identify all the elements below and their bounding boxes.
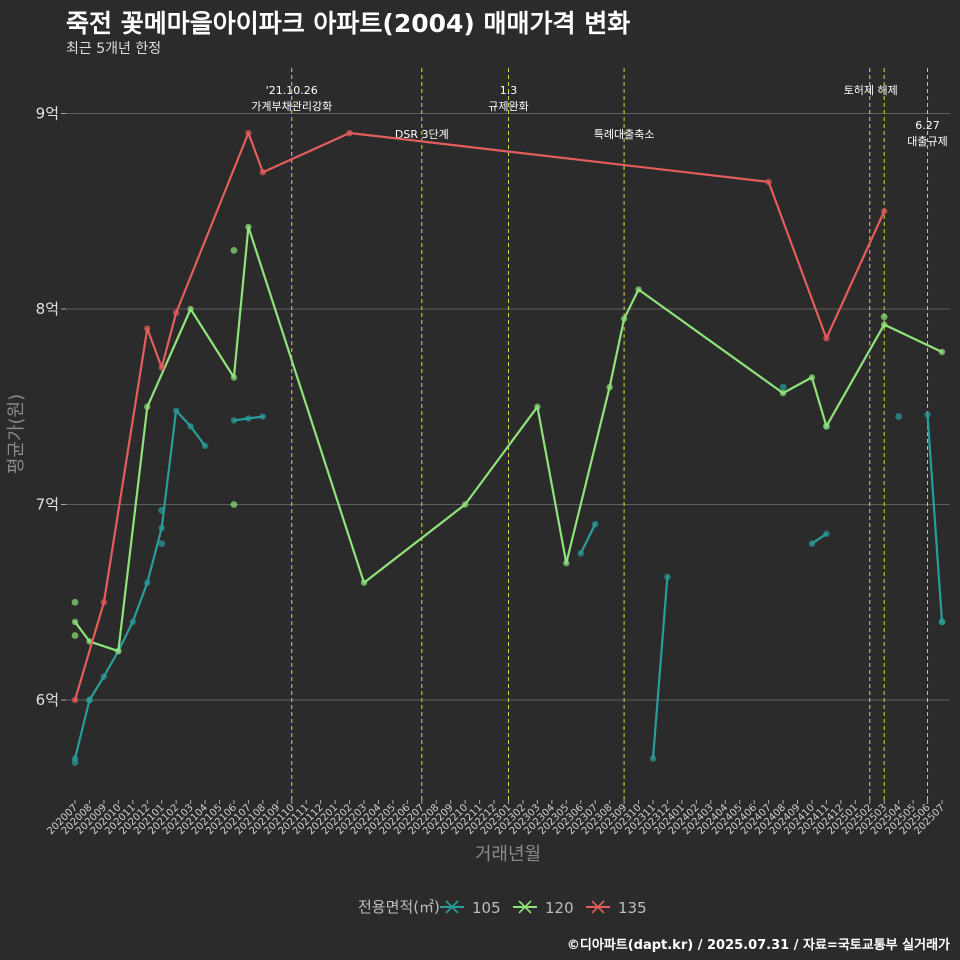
series-line bbox=[926, 413, 944, 623]
legend-label: 135 bbox=[618, 899, 647, 917]
data-point bbox=[245, 223, 252, 231]
event-label: 가계부채관리강화 bbox=[251, 100, 332, 113]
data-point bbox=[664, 573, 671, 581]
data-point bbox=[765, 178, 772, 186]
data-point bbox=[158, 364, 165, 371]
data-point bbox=[172, 407, 180, 414]
data-point bbox=[158, 506, 166, 514]
data-point bbox=[187, 423, 194, 430]
data-point bbox=[230, 417, 238, 424]
chart-caption: ©디아파트(dapt.kr) / 2025.07.31 / 자료=국토교통부 실… bbox=[566, 938, 950, 953]
data-point bbox=[144, 403, 151, 410]
legend-title: 전용면적(㎡) bbox=[358, 898, 440, 916]
data-point bbox=[100, 599, 108, 606]
data-point bbox=[461, 501, 469, 508]
data-point bbox=[577, 550, 584, 557]
series-120 bbox=[71, 223, 946, 655]
data-point bbox=[779, 389, 787, 397]
data-point bbox=[649, 755, 657, 762]
data-point bbox=[938, 348, 946, 356]
chart-subtitle: 최근 5개년 한정 bbox=[66, 41, 162, 57]
data-point bbox=[534, 403, 541, 410]
data-point bbox=[230, 374, 238, 381]
legend-item-105: 105 bbox=[440, 899, 501, 917]
event-label: 특례대출축소 bbox=[594, 128, 655, 141]
data-point bbox=[592, 520, 599, 528]
data-point bbox=[230, 246, 238, 254]
event-label: '21.10.26 bbox=[266, 84, 318, 97]
data-point bbox=[635, 286, 642, 293]
data-point bbox=[881, 321, 888, 328]
data-point bbox=[86, 696, 93, 704]
x-axis-title: 거래년월 bbox=[475, 844, 541, 865]
data-point bbox=[259, 413, 267, 420]
data-point bbox=[606, 384, 613, 391]
data-point bbox=[823, 530, 830, 538]
data-point bbox=[71, 632, 79, 639]
data-point bbox=[563, 559, 570, 567]
data-point bbox=[880, 313, 888, 321]
data-point bbox=[71, 598, 79, 606]
data-point bbox=[71, 696, 79, 704]
event-label: 토허제 해제 bbox=[844, 83, 898, 97]
data-point bbox=[808, 374, 816, 381]
legend-key-cross bbox=[518, 900, 532, 914]
series-line bbox=[73, 409, 207, 760]
legend-label: 120 bbox=[545, 899, 574, 917]
data-point bbox=[881, 208, 888, 215]
event-label: 규제완화 bbox=[488, 100, 528, 113]
y-tick-label: 6억 bbox=[36, 691, 59, 709]
data-point bbox=[187, 305, 194, 313]
data-point bbox=[230, 501, 238, 508]
y-tick-label: 7억 bbox=[36, 496, 59, 514]
data-point bbox=[71, 759, 79, 766]
data-point bbox=[144, 325, 151, 332]
event-label: 대출규제 bbox=[907, 135, 947, 148]
data-point bbox=[71, 618, 79, 625]
legend-label: 105 bbox=[472, 899, 501, 917]
data-point bbox=[620, 315, 628, 322]
event-label: 1.3 bbox=[500, 84, 518, 97]
data-point bbox=[144, 579, 151, 586]
data-point bbox=[158, 524, 165, 532]
legend-item-120: 120 bbox=[513, 899, 574, 917]
data-point bbox=[346, 129, 353, 137]
data-point bbox=[115, 647, 122, 655]
legend-item-135: 135 bbox=[586, 899, 647, 917]
series-135 bbox=[71, 129, 888, 704]
legend-key-cross bbox=[591, 900, 605, 914]
event-label: 6.27 bbox=[915, 119, 940, 132]
data-point bbox=[129, 618, 136, 625]
data-point bbox=[823, 423, 830, 430]
data-point bbox=[172, 309, 180, 317]
series-line bbox=[579, 522, 597, 555]
data-point bbox=[823, 335, 830, 342]
data-point bbox=[895, 413, 903, 420]
data-point bbox=[938, 618, 946, 626]
y-axis-title: 평균가(원) bbox=[6, 394, 27, 474]
series-line bbox=[73, 131, 886, 702]
data-point bbox=[245, 415, 252, 422]
data-point bbox=[245, 129, 252, 137]
chart-title: 죽전 꽃메마을아이파크 아파트(2004) 매매가격 변화 bbox=[66, 9, 631, 38]
y-tick-label: 8억 bbox=[36, 300, 59, 318]
data-point bbox=[808, 540, 816, 547]
data-point bbox=[924, 411, 931, 418]
data-point bbox=[158, 540, 166, 547]
data-point bbox=[201, 442, 209, 450]
event-label: DSR 3단계 bbox=[395, 128, 449, 141]
series-line bbox=[651, 575, 669, 760]
y-tick-label: 9억 bbox=[36, 105, 59, 123]
data-point bbox=[360, 579, 368, 586]
legend-key-cross bbox=[445, 900, 459, 914]
data-point bbox=[779, 383, 787, 391]
data-point bbox=[100, 673, 108, 680]
data-point bbox=[259, 168, 267, 176]
